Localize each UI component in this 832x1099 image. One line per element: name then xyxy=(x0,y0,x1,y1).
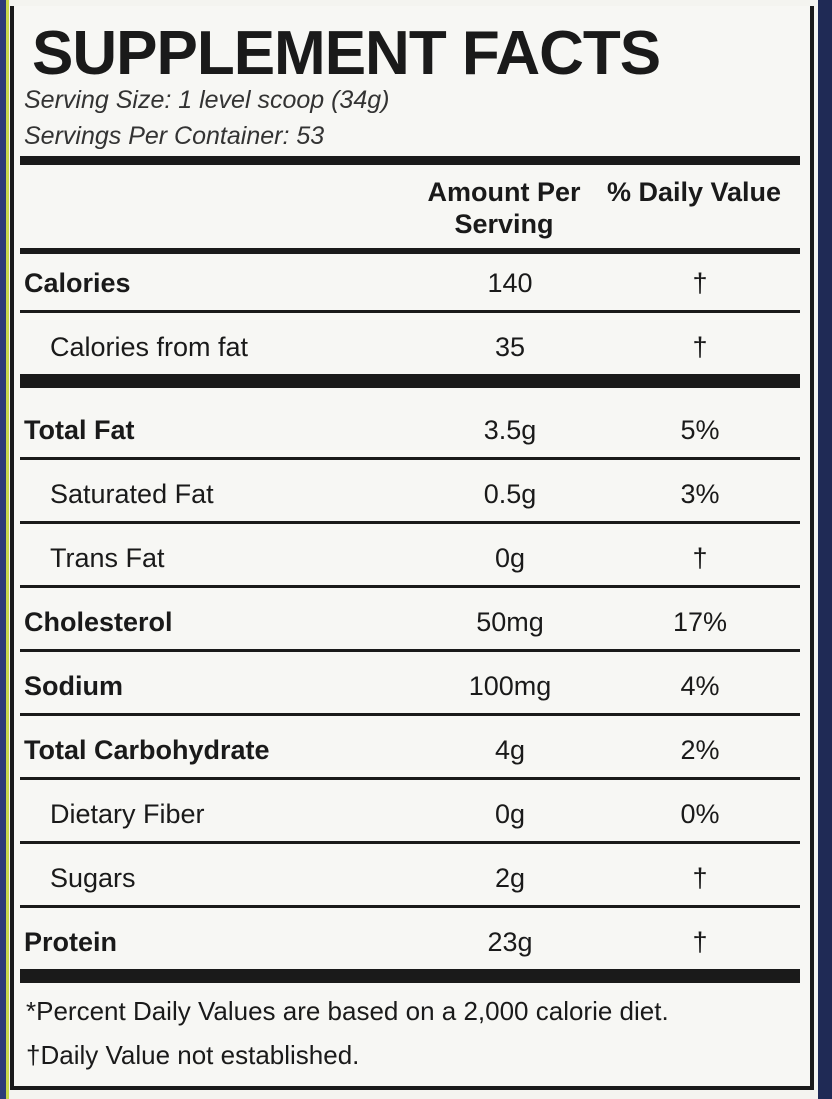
rule xyxy=(20,585,800,588)
daily-value: 4% xyxy=(680,671,720,701)
nutrient-name: Trans Fat xyxy=(50,543,165,573)
rule xyxy=(20,905,800,908)
rule xyxy=(20,310,800,313)
nutrient-name: Total Fat xyxy=(24,415,135,445)
nutrient-name: Protein xyxy=(24,927,118,957)
amount: 0g xyxy=(494,799,526,829)
title: SUPPLEMENT FACTS xyxy=(32,19,661,88)
servings-per-container: Servings Per Container: 53 xyxy=(24,122,325,150)
daily-value: 0% xyxy=(680,799,720,829)
amount: 35 xyxy=(494,332,526,362)
rule xyxy=(20,374,800,388)
daily-value: 17% xyxy=(672,607,728,637)
amount: 140 xyxy=(487,268,533,298)
amount: 0.5g xyxy=(483,479,537,509)
amount: 3.5g xyxy=(483,415,537,445)
rule xyxy=(20,841,800,844)
daily-value: † xyxy=(692,332,708,362)
nutrient-name: Sugars xyxy=(50,863,136,893)
daily-value: † xyxy=(692,543,708,573)
nutrient-name: Calories xyxy=(24,268,131,298)
serving-size: Serving Size: 1 level scoop (34g) xyxy=(24,86,390,114)
rule xyxy=(20,248,800,254)
rule xyxy=(20,969,800,983)
nutrient-name: Saturated Fat xyxy=(50,479,214,509)
rule xyxy=(20,521,800,524)
amount: 23g xyxy=(487,927,533,957)
column-header: Amount Per Serving xyxy=(427,177,581,239)
footnote: *Percent Daily Values are based on a 2,0… xyxy=(26,996,669,1026)
nutrient-name: Cholesterol xyxy=(24,607,173,637)
rule xyxy=(20,713,800,716)
supplement-label: SUPPLEMENT FACTS Serving Size: 1 level s… xyxy=(10,6,814,1090)
rule xyxy=(20,777,800,780)
rule xyxy=(20,649,800,652)
daily-value: † xyxy=(692,927,708,957)
thick-rule xyxy=(20,156,800,165)
amount: 0g xyxy=(494,543,526,573)
nutrient-name: Dietary Fiber xyxy=(50,799,205,829)
amount: 100mg xyxy=(468,671,552,701)
nutrient-name: Calories from fat xyxy=(50,332,249,362)
amount: 50mg xyxy=(476,607,544,637)
rule xyxy=(20,457,800,460)
column-header: % Daily Value xyxy=(606,177,782,207)
amount: 4g xyxy=(494,735,526,765)
daily-value: 3% xyxy=(680,479,720,509)
daily-value: 2% xyxy=(680,735,720,765)
daily-value: † xyxy=(692,863,708,893)
amount: 2g xyxy=(494,863,526,893)
nutrient-name: Total Carbohydrate xyxy=(24,735,270,765)
footnote: †Daily Value not established. xyxy=(26,1040,360,1070)
daily-value: 5% xyxy=(680,415,720,445)
nutrient-name: Sodium xyxy=(24,671,123,701)
daily-value: † xyxy=(692,268,708,298)
